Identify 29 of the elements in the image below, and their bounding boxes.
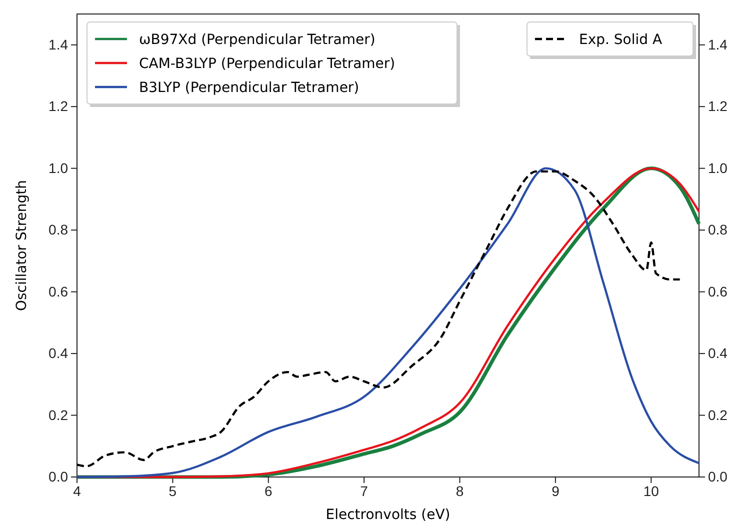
y-tick-label: 0.6 (48, 283, 68, 300)
y-axis-title: Oscillator Strength (14, 180, 30, 312)
x-tick-label: 7 (360, 482, 368, 499)
y-tick-label: 0.2 (48, 406, 68, 423)
y2-tick-label: 1.2 (708, 98, 728, 114)
y-tick-label: 1.4 (48, 36, 68, 52)
y2-tick-label: 0.6 (708, 283, 728, 300)
legend-label: Exp. Solid A (579, 32, 662, 48)
x-tick-label: 5 (168, 482, 177, 499)
y2-tick-label: 1.0 (708, 160, 728, 176)
x-tick-label: 9 (552, 482, 560, 499)
y-tick-label: 0.8 (48, 222, 68, 238)
y-tick-label: 0.4 (48, 345, 68, 362)
x-tick-label: 6 (264, 482, 272, 499)
y-tick-label: 0.0 (48, 468, 68, 484)
legend-label: CAM-B3LYP (Perpendicular Tetramer) (139, 56, 396, 72)
y-tick-label: 1.2 (48, 98, 68, 114)
y2-tick-label: 0.2 (708, 406, 728, 423)
x-axis-title: Electronvolts (eV) (326, 507, 450, 523)
x-tick-label: 4 (73, 482, 82, 499)
y2-tick-label: 0.8 (708, 222, 728, 238)
y2-tick-label: 0.0 (708, 468, 728, 484)
y-tick-label: 1.0 (48, 160, 68, 176)
x-tick-label: 10 (643, 482, 660, 499)
y2-tick-label: 0.4 (708, 345, 728, 362)
y2-tick-label: 1.4 (708, 36, 728, 52)
legend-label: ωB97Xd (Perpendicular Tetramer) (139, 32, 376, 48)
x-tick-label: 8 (456, 482, 464, 499)
legend-label: B3LYP (Perpendicular Tetramer) (139, 80, 360, 96)
